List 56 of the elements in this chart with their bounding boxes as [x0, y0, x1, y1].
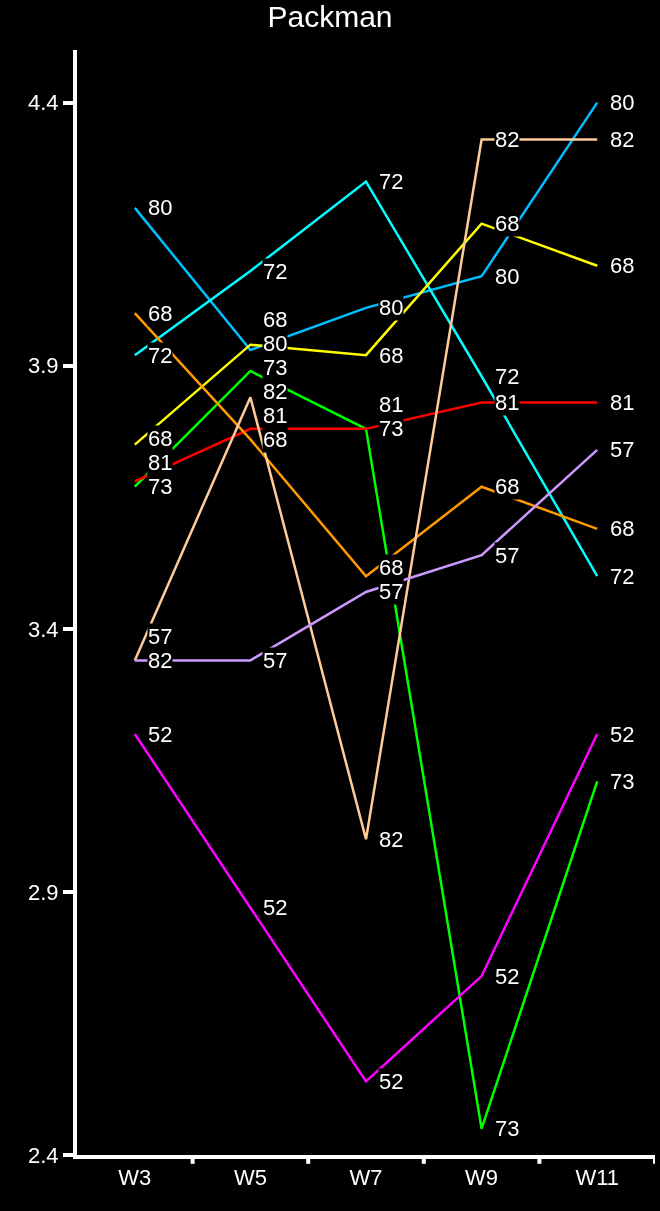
x-tick-label: W5: [233, 1165, 267, 1191]
text: 73: [610, 769, 635, 794]
text: 68: [610, 253, 635, 278]
series-label: 57: [495, 543, 520, 568]
series-label: 82: [495, 127, 520, 152]
chart-title: Packman: [267, 0, 393, 34]
y-tick-label: 3.4: [28, 616, 59, 642]
x-tick-label: W3: [118, 1165, 152, 1191]
series-label: 52: [379, 1069, 404, 1094]
text: 57: [148, 624, 173, 649]
text: 72: [379, 169, 404, 194]
text: 72: [610, 564, 635, 589]
y-tick-label: 2.4: [28, 1142, 59, 1168]
text: 80: [495, 264, 520, 289]
text: 80: [379, 295, 404, 320]
text: 52: [263, 895, 288, 920]
y-tick-label: 3.9: [28, 353, 59, 379]
text: 52: [610, 722, 635, 747]
text: 82: [610, 127, 635, 152]
text: 81: [610, 390, 635, 415]
text: 81: [263, 403, 288, 428]
text: 72: [148, 343, 173, 368]
text: 57: [610, 437, 635, 462]
x-tick-label: W9: [465, 1165, 499, 1191]
x-tick-label: W7: [349, 1165, 383, 1191]
text: 73: [379, 416, 404, 441]
text: 80: [610, 90, 635, 115]
series-label: 68: [148, 301, 173, 326]
text: 73: [263, 355, 288, 380]
series-label: 72: [263, 259, 288, 284]
text: 52: [495, 964, 520, 989]
text: 80: [148, 195, 173, 220]
text: 68: [263, 307, 288, 332]
text: 68: [379, 343, 404, 368]
series-label: 68: [495, 211, 520, 236]
text: 82: [379, 827, 404, 852]
text: 72: [495, 364, 520, 389]
text: 68: [495, 474, 520, 499]
x-tick-label: W11: [575, 1165, 619, 1191]
text: 68: [148, 426, 173, 451]
text: 82: [148, 648, 173, 673]
text: 57: [263, 648, 288, 673]
text: 81: [148, 450, 173, 475]
y-tick-label: 4.4: [28, 90, 59, 116]
series-label: 80: [263, 331, 288, 356]
text: 81: [379, 392, 404, 417]
text: 68: [379, 555, 404, 580]
y-tick-label: 2.9: [28, 879, 59, 905]
text: 68: [263, 427, 288, 452]
text: 82: [263, 379, 288, 404]
text: 52: [148, 722, 173, 747]
series-label: 81: [495, 390, 520, 415]
text: 73: [495, 1116, 520, 1141]
series-label: 73: [148, 474, 173, 499]
text: 68: [610, 516, 635, 541]
text: 57: [379, 579, 404, 604]
